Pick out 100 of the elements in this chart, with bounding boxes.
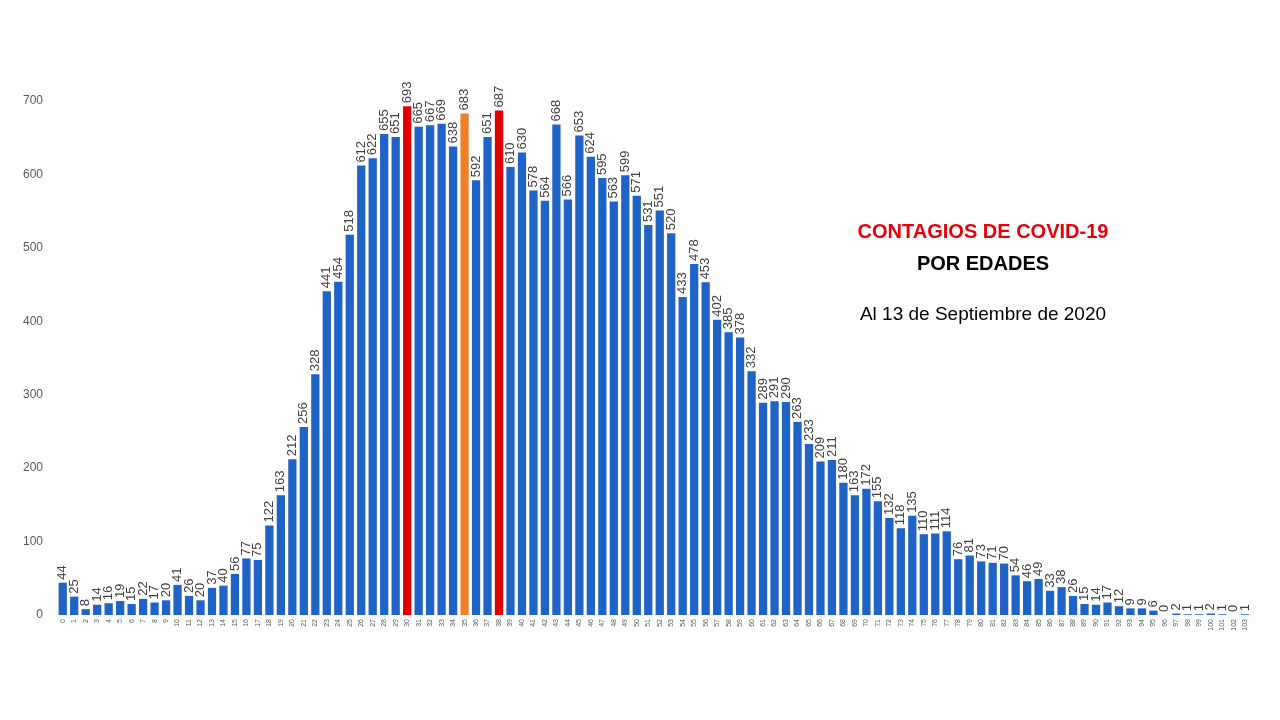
bar bbox=[1022, 581, 1032, 615]
bar bbox=[414, 126, 423, 615]
annotation: Al 13 de Septiembre de 2020 bbox=[858, 302, 1108, 326]
bar bbox=[425, 125, 435, 615]
bar bbox=[563, 199, 573, 615]
bar bbox=[873, 501, 883, 615]
bar bbox=[609, 201, 618, 615]
data-label: 595 bbox=[593, 153, 609, 176]
bar bbox=[965, 555, 974, 615]
bar bbox=[931, 533, 940, 615]
bar bbox=[368, 158, 377, 615]
bar bbox=[598, 178, 607, 615]
bar bbox=[1068, 595, 1078, 615]
bar bbox=[770, 401, 779, 615]
bar bbox=[517, 152, 527, 615]
bar bbox=[403, 106, 412, 615]
data-label: 433 bbox=[674, 272, 690, 295]
bar bbox=[150, 602, 159, 615]
data-label: 56 bbox=[226, 556, 242, 571]
y-tick-label: 500 bbox=[22, 240, 44, 255]
data-label: 566 bbox=[559, 174, 575, 197]
y-tick-label: 700 bbox=[22, 93, 44, 108]
data-label: 687 bbox=[490, 85, 506, 108]
data-label: 693 bbox=[398, 81, 414, 104]
bar bbox=[207, 587, 217, 615]
bar bbox=[586, 156, 595, 615]
bar bbox=[1091, 604, 1101, 615]
bar bbox=[334, 281, 343, 615]
bar bbox=[667, 233, 676, 615]
bar bbox=[1114, 606, 1124, 615]
data-label: 332 bbox=[743, 346, 759, 369]
bar bbox=[1045, 590, 1055, 615]
data-label: 653 bbox=[570, 110, 586, 133]
data-label: 75 bbox=[249, 542, 265, 557]
bar bbox=[230, 573, 240, 615]
bar bbox=[804, 443, 814, 615]
bar bbox=[954, 559, 963, 615]
bar bbox=[781, 402, 791, 615]
bar bbox=[552, 124, 561, 615]
data-label: 122 bbox=[260, 500, 276, 523]
bar bbox=[988, 562, 997, 615]
bar bbox=[104, 603, 113, 615]
data-label: 520 bbox=[662, 208, 678, 231]
bar bbox=[724, 332, 733, 615]
bar bbox=[448, 146, 458, 615]
data-label: 212 bbox=[283, 434, 299, 457]
bar bbox=[713, 319, 722, 615]
bar bbox=[322, 291, 331, 615]
bar bbox=[575, 135, 584, 615]
data-label: 518 bbox=[341, 209, 357, 232]
bar bbox=[483, 136, 492, 615]
data-label: 571 bbox=[628, 171, 644, 193]
bar bbox=[173, 584, 182, 615]
bar bbox=[839, 482, 848, 615]
data-label: 44 bbox=[54, 565, 70, 580]
bar bbox=[196, 600, 205, 615]
y-tick-label: 400 bbox=[22, 313, 44, 328]
bar bbox=[655, 210, 664, 615]
bar bbox=[311, 374, 320, 615]
bar bbox=[862, 488, 871, 615]
bar bbox=[701, 282, 710, 615]
bar bbox=[621, 175, 630, 615]
data-label: 668 bbox=[547, 99, 563, 122]
bar bbox=[529, 190, 538, 615]
bar bbox=[850, 495, 860, 615]
bar bbox=[242, 558, 251, 615]
data-label: 638 bbox=[444, 121, 460, 144]
bar bbox=[678, 297, 687, 615]
bar bbox=[1000, 563, 1009, 615]
bar bbox=[977, 561, 986, 615]
bar bbox=[919, 534, 928, 615]
bar bbox=[219, 585, 228, 615]
bar bbox=[506, 167, 515, 615]
bar bbox=[908, 515, 917, 615]
bar bbox=[690, 264, 699, 615]
bar bbox=[161, 600, 171, 615]
bar bbox=[885, 518, 894, 615]
bar bbox=[288, 459, 297, 615]
y-tick-label: 200 bbox=[22, 460, 44, 475]
bar bbox=[138, 598, 148, 615]
bar bbox=[1126, 608, 1135, 615]
bar bbox=[735, 337, 745, 615]
bar bbox=[471, 180, 481, 615]
text: CONTAGIOS DE COVID-19 bbox=[856, 219, 1110, 244]
bar bbox=[896, 528, 905, 615]
data-label: 624 bbox=[582, 132, 598, 154]
data-label: 683 bbox=[456, 88, 472, 111]
bar bbox=[253, 559, 263, 615]
bar bbox=[1103, 602, 1112, 615]
bar bbox=[793, 421, 802, 615]
bar bbox=[116, 601, 125, 615]
bar bbox=[494, 110, 504, 615]
bar bbox=[357, 165, 366, 615]
bar bbox=[632, 195, 641, 615]
data-label: 263 bbox=[789, 397, 805, 419]
data-label: 256 bbox=[295, 402, 311, 425]
bar bbox=[758, 402, 768, 615]
y-tick-label: 100 bbox=[22, 533, 44, 548]
bar bbox=[827, 460, 837, 615]
bar bbox=[942, 531, 951, 615]
